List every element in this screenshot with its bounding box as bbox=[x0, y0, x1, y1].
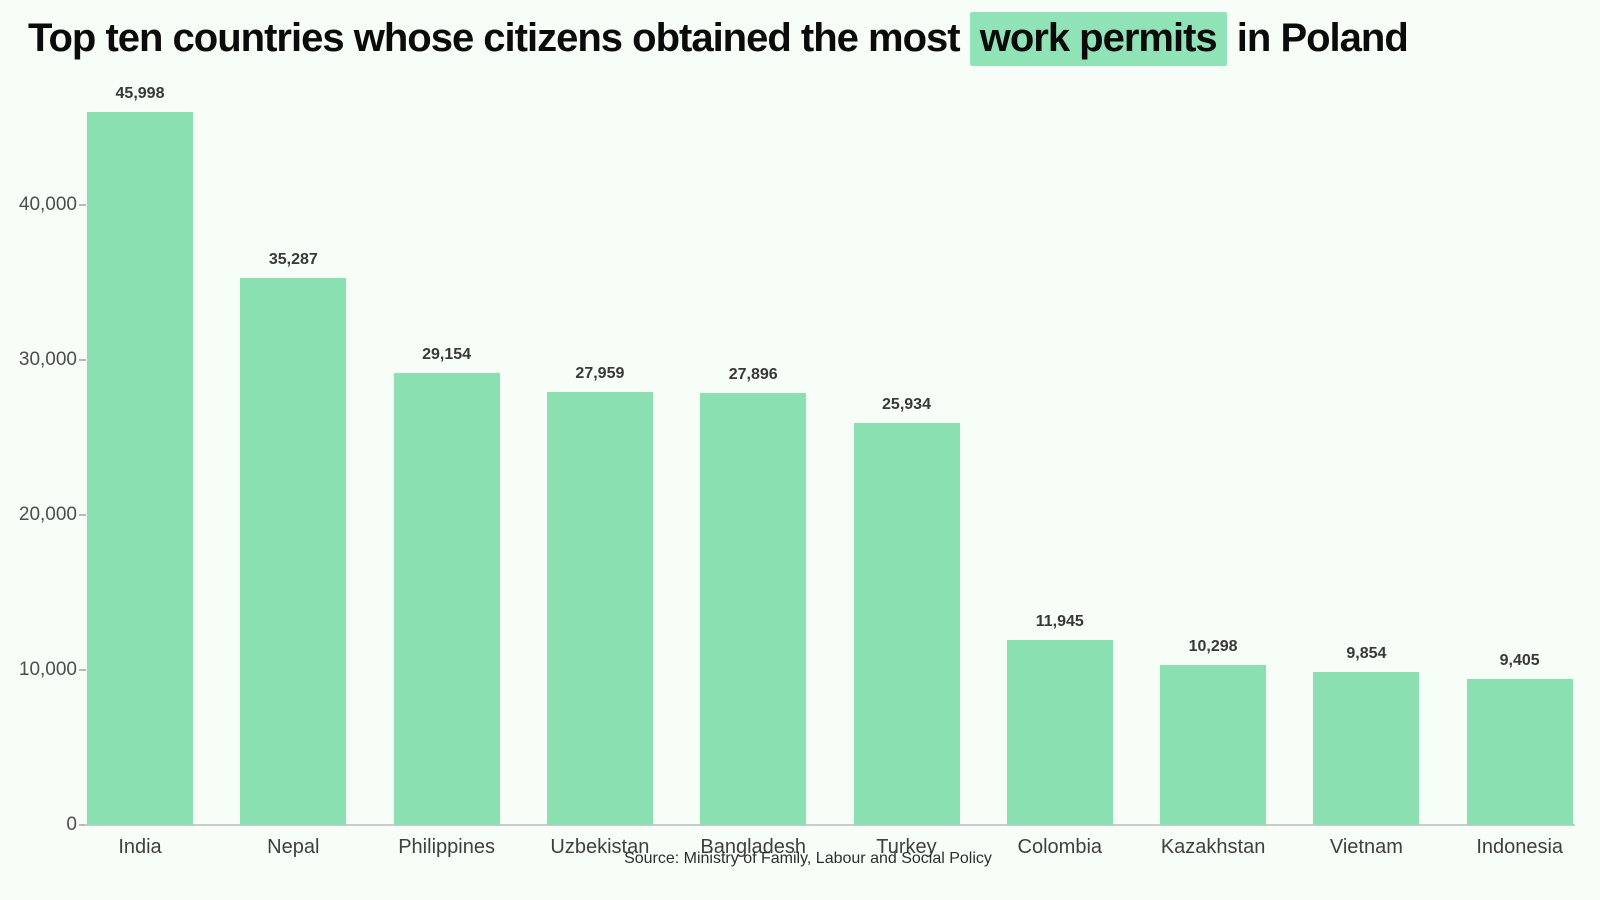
bar-value-label: 27,959 bbox=[575, 365, 625, 382]
bar-india bbox=[87, 112, 193, 825]
title-highlight: work permits bbox=[969, 12, 1227, 66]
y-axis-tick-label: 0 bbox=[66, 814, 77, 835]
x-axis-category-label: Vietnam bbox=[1329, 836, 1403, 858]
x-axis-category-label: Kazakhstan bbox=[1160, 836, 1266, 858]
x-axis-category-label: Turkey bbox=[876, 836, 937, 858]
y-axis-tick-label: 10,000 bbox=[18, 659, 77, 680]
y-axis-tick-label: 30,000 bbox=[18, 349, 77, 370]
bar-value-label: 25,934 bbox=[882, 396, 931, 413]
bar-value-label: 9,405 bbox=[1499, 652, 1540, 669]
title-text-before: Top ten countries whose citizens obtaine… bbox=[28, 16, 970, 60]
x-axis-category-label: Uzbekistan bbox=[550, 836, 650, 858]
bar-colombia bbox=[1006, 640, 1113, 825]
x-axis-category-label: India bbox=[118, 836, 162, 858]
bar-value-label: 35,287 bbox=[268, 251, 318, 268]
title-text-after: in Poland bbox=[1226, 16, 1409, 60]
bar-vietnam bbox=[1313, 672, 1420, 825]
bar-philippines bbox=[393, 373, 500, 825]
bar-indonesia bbox=[1466, 679, 1573, 825]
x-axis-line bbox=[85, 824, 1575, 826]
bar-value-label: 29,154 bbox=[422, 346, 472, 363]
chart-title: Top ten countries whose citizens obtaine… bbox=[28, 12, 1588, 66]
x-axis-category-label: Indonesia bbox=[1476, 836, 1564, 858]
x-axis-category-label: Philippines bbox=[398, 836, 495, 858]
bar-uzbekistan bbox=[546, 392, 653, 825]
y-axis-tick-mark bbox=[79, 514, 86, 516]
bar-value-label: 9,854 bbox=[1346, 645, 1387, 662]
bar-turkey bbox=[853, 423, 960, 825]
bar-value-label: 11,945 bbox=[1035, 613, 1084, 630]
bar-value-label: 45,998 bbox=[115, 85, 165, 102]
y-axis-tick-label: 20,000 bbox=[18, 504, 77, 525]
y-axis-tick-mark bbox=[79, 204, 86, 206]
x-axis-category-label: Colombia bbox=[1017, 836, 1103, 858]
source-caption: Source: Ministry of Family, Labour and S… bbox=[624, 850, 992, 867]
y-axis-tick-label: 40,000 bbox=[18, 194, 77, 215]
bar-bangladesh bbox=[700, 393, 807, 825]
bar-value-label: 10,298 bbox=[1188, 638, 1238, 655]
x-axis-category-label: Nepal bbox=[267, 836, 320, 858]
y-axis-tick-mark bbox=[79, 824, 86, 826]
bar-value-label: 27,896 bbox=[728, 366, 778, 383]
bar-kazakhstan bbox=[1160, 665, 1267, 825]
y-axis-tick-mark bbox=[79, 359, 86, 361]
y-axis-tick-mark bbox=[79, 669, 86, 671]
bar-nepal bbox=[240, 278, 347, 825]
x-axis-category-label: Bangladesh bbox=[700, 836, 807, 858]
